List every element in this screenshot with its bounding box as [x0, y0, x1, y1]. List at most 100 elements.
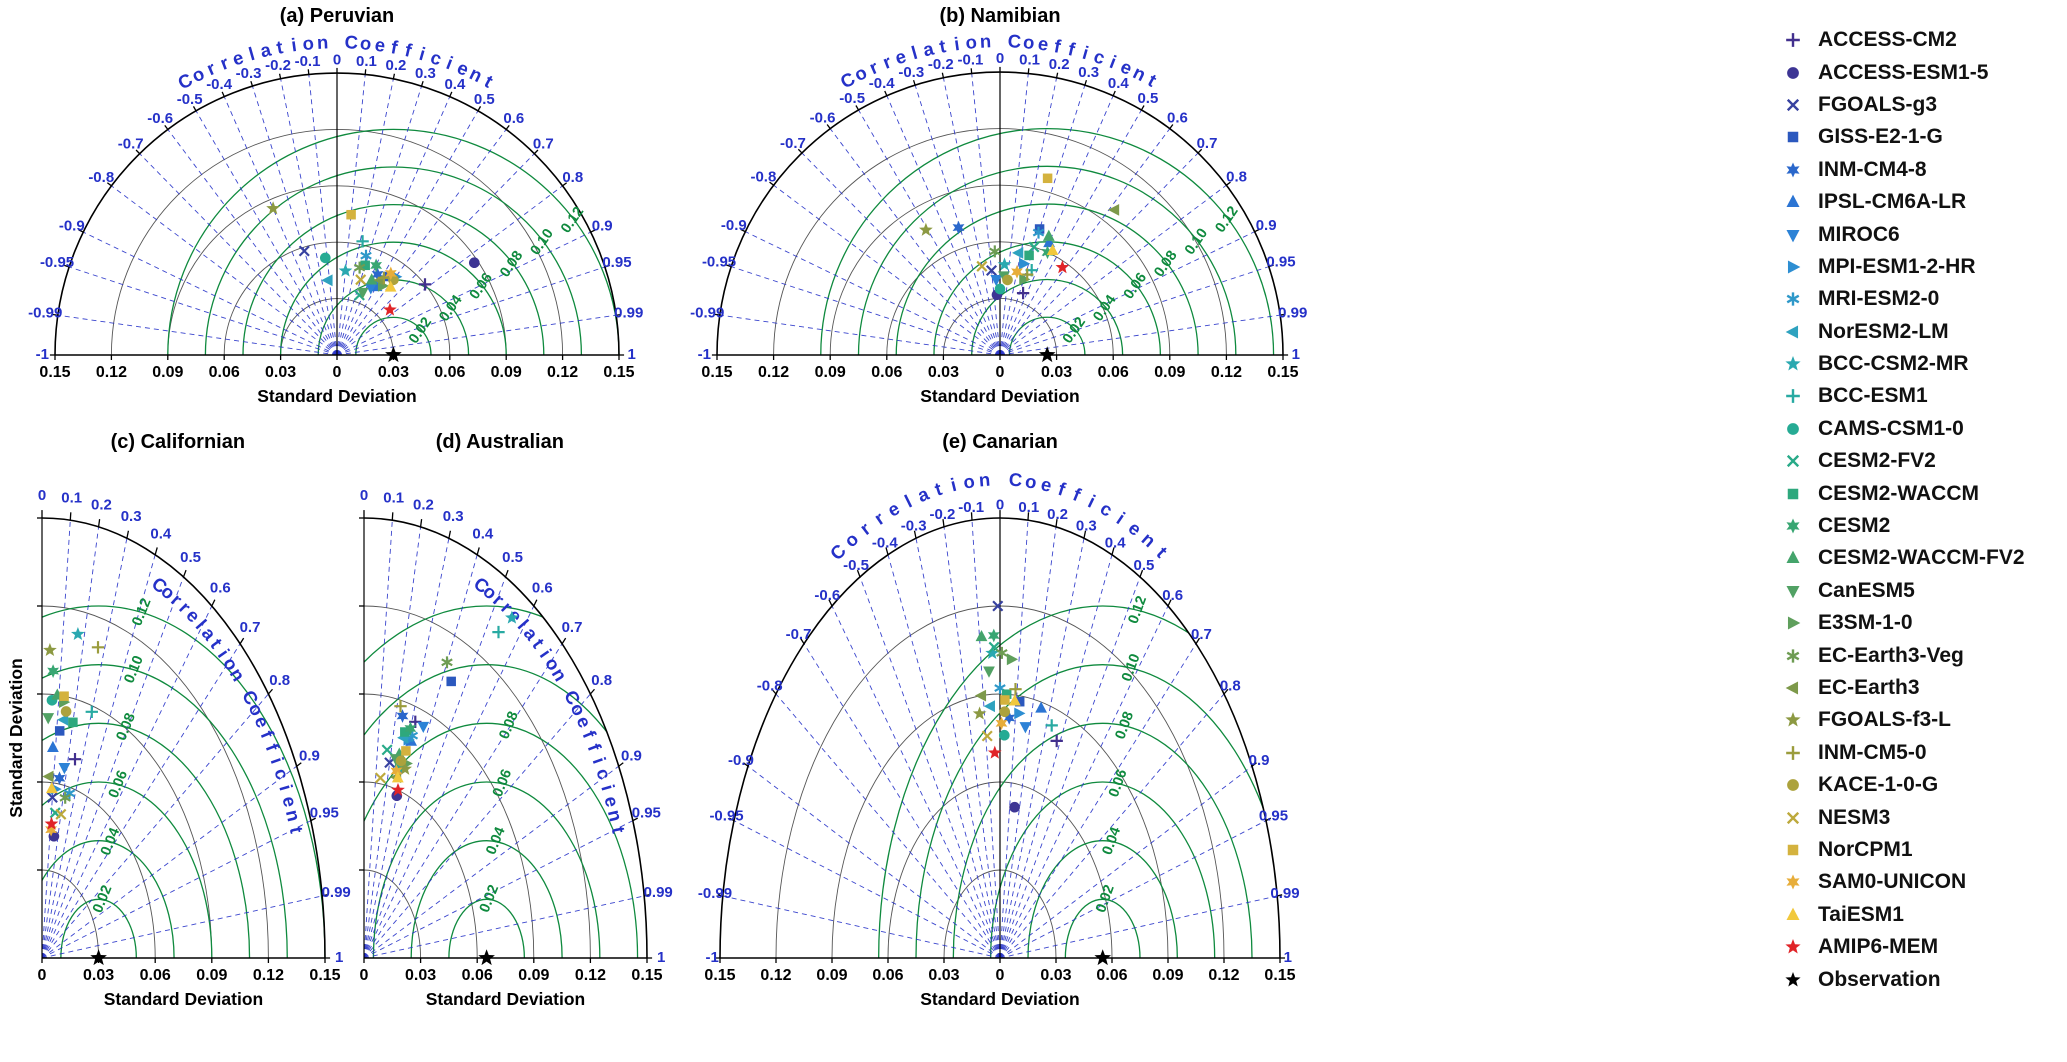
marker-ACCESS-CM2: [1016, 286, 1030, 300]
plus-marker: [1786, 745, 1800, 760]
marker-INM-CM5-0: [377, 271, 391, 285]
correlation-ray: [775, 693, 1001, 959]
correlation-tick: [912, 79, 916, 86]
triangle-down-marker: [1786, 585, 1800, 599]
correlation-tick-label: -0.99: [28, 304, 62, 321]
correlation-tick-label: 0.9: [1256, 217, 1277, 234]
marker-TaiESM1: [391, 771, 404, 783]
asterisk-marker: [1786, 292, 1800, 306]
correlation-axis-title-char: n: [1138, 528, 1160, 551]
correlation-axis-title-char: C: [344, 31, 358, 53]
correlation-tick: [743, 762, 749, 767]
correlation-tick-label: 1: [335, 949, 343, 966]
correlation-ray: [336, 153, 535, 356]
correlation-tick-label: 0.6: [532, 579, 553, 596]
star5-icon: [1785, 939, 1801, 954]
legend-item-CanESM5: CanESM5: [1778, 575, 2064, 607]
marker-NESM3: [355, 274, 367, 286]
std-tick-label: 0.09: [1152, 967, 1183, 984]
marker-FGOALS-g3: [992, 600, 1004, 612]
correlation-axis-title-char: t: [275, 36, 285, 58]
rms-label: 0.08: [496, 709, 521, 741]
correlation-tick-label: 0.2: [1049, 56, 1070, 73]
marker-MPI-ESM1-2-HR: [1019, 257, 1031, 270]
marker-KACE-1-0-G: [60, 706, 72, 717]
correlation-ray: [731, 266, 1001, 356]
correlation-ray: [363, 895, 645, 959]
marker-BCC-ESM1: [85, 705, 98, 718]
square-icon: [1787, 844, 1799, 856]
marker-NorCPM1: [346, 209, 356, 220]
legend-label: E3SM-1-0: [1818, 611, 1913, 635]
correlation-tick-label: -0.8: [750, 169, 776, 186]
triangle-down-icon: [1786, 585, 1800, 599]
correlation-tick: [1055, 519, 1058, 527]
rms-label: 0.12: [1125, 594, 1150, 626]
correlation-tick-label: 0.6: [1167, 109, 1188, 126]
rms-label: 0.04: [1100, 825, 1125, 857]
marker-AMIP6-MEM: [391, 782, 405, 796]
correlation-ray: [999, 84, 1086, 356]
correlation-axis-title-char: f: [1056, 478, 1069, 500]
correlation-tick: [69, 512, 72, 521]
correlation-tick-label: 0.6: [1162, 587, 1183, 604]
correlation-tick: [884, 90, 888, 96]
std-axis-title: Standard Deviation: [257, 386, 416, 406]
square-marker: [1787, 132, 1799, 143]
panel-title: (c) Californian: [111, 431, 245, 453]
correlation-axis-title-char: f: [257, 727, 279, 741]
legend-label: NorESM2-LM: [1818, 319, 1949, 343]
correlation-axis-title-char: l: [246, 43, 257, 65]
correlation-tick: [52, 313, 58, 316]
correlation-ray: [999, 605, 1169, 959]
marker-CESM2-WACCM-FV2: [365, 273, 378, 285]
correlation-ray: [999, 526, 1057, 959]
correlation-axis-title-char: c: [1097, 497, 1116, 520]
std-tick-label: 0.12: [758, 364, 789, 381]
std-tick-label: 0.15: [704, 967, 735, 984]
triangle-up-marker: [1786, 551, 1800, 564]
marker-CAMS-CSM1-0: [994, 283, 1006, 295]
correlation-ray: [41, 526, 100, 959]
correlation-axis-title-char: r: [856, 518, 875, 539]
correlation-tick: [154, 547, 158, 555]
correlation-axis-title-char: t: [481, 70, 497, 91]
std-tick-label: 0.09: [518, 967, 549, 984]
correlation-axis-title-char: f: [403, 39, 415, 61]
correlation-tick-label: -0.4: [872, 534, 899, 551]
legend-item-AMIP6-MEM: AMIP6-MEM: [1778, 931, 2064, 963]
correlation-tick: [562, 182, 568, 187]
correlation-tick-label: 1: [657, 949, 665, 966]
legend-item-FGOALS-f3-L: FGOALS-f3-L: [1778, 704, 2064, 736]
correlation-ray: [336, 314, 617, 356]
circle-marker: [1787, 779, 1799, 792]
correlation-tick-label: 0.1: [1019, 52, 1040, 69]
correlation-tick-label: -0.7: [780, 135, 806, 152]
correlation-ray: [971, 520, 1001, 959]
rms-label: 0.06: [106, 768, 131, 800]
correlation-tick: [970, 512, 973, 521]
correlation-ray: [999, 538, 1085, 959]
correlation-tick-label: 0: [333, 51, 341, 68]
marker-MIROC6: [1019, 722, 1032, 734]
legend-item-TaiESM1: TaiESM1: [1778, 899, 2064, 931]
correlation-tick: [126, 530, 130, 539]
correlation-tick-label: -0.6: [810, 109, 836, 126]
correlation-tick: [267, 688, 273, 695]
correlation-tick-label: 0: [38, 487, 46, 504]
legend-item-KACE-1-0-G: KACE-1-0-G: [1778, 769, 2064, 801]
correlation-ray: [915, 538, 1001, 959]
std-tick-label: 0.06: [462, 967, 493, 984]
correlation-ray: [41, 693, 269, 959]
std-arc: [41, 605, 269, 959]
triangle-down-icon: [1786, 229, 1800, 242]
taylor-panel-c: 0 0.1 0.2 0.3 0.4 0.5 0.6 0.7 0.8 0.9 0.95 0.99 1 0 0.…: [8, 431, 351, 1009]
correlation-axis-title-char: a: [914, 482, 932, 506]
correlation-tick-label: 0.2: [413, 496, 434, 513]
correlation-axis-title-char: i: [267, 754, 289, 766]
marker-KACE-1-0-G: [395, 755, 407, 767]
triangle-left-icon: [1785, 681, 1799, 695]
correlation-tick: [1027, 512, 1030, 521]
marker-NorCPM1: [59, 691, 69, 701]
correlation-tick-label: 0.99: [1270, 885, 1299, 902]
